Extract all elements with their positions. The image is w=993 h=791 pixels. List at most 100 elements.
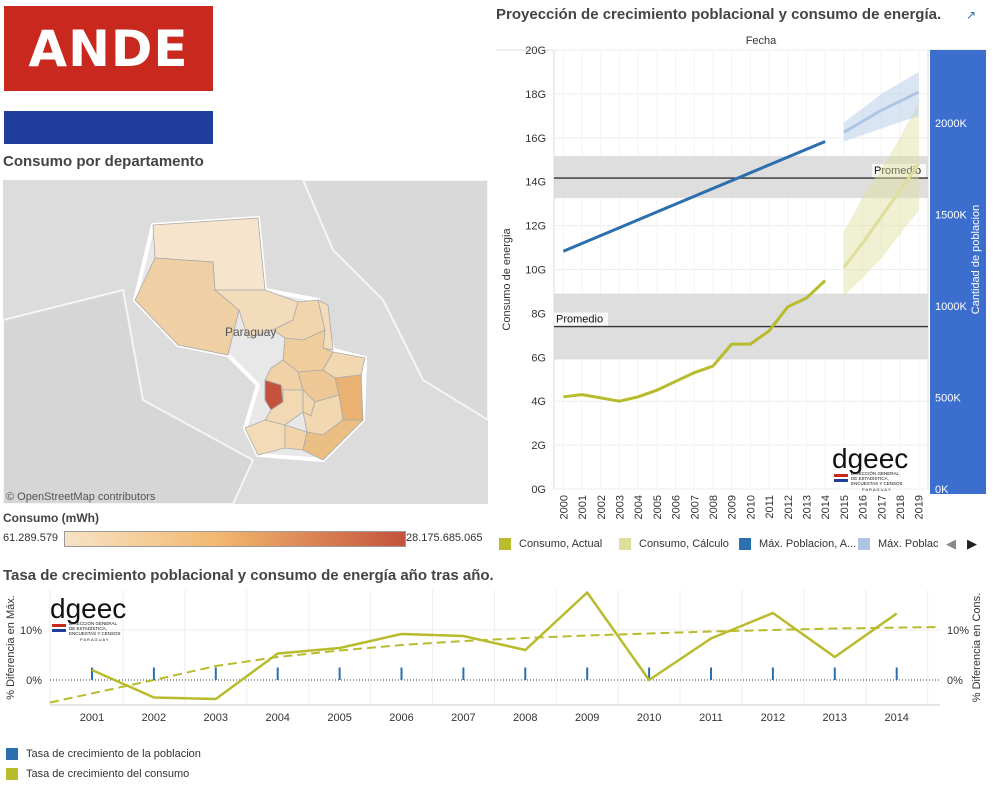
dgeec-logo-stripe [52, 624, 66, 627]
ande-logo: ANDE [4, 6, 213, 144]
y-tick-label: 10G [525, 265, 546, 277]
projection-title: Proyección de crecimiento poblacional y … [496, 6, 942, 23]
x-tick-label: 2019 [914, 495, 926, 519]
trend-line [49, 626, 941, 704]
x-tick-label: 2000 [558, 495, 570, 519]
legend-item-poblacion-proyeccion[interactable]: Máx. Poblac [858, 538, 938, 550]
y-tick-label: 18G [525, 89, 546, 101]
x-tick-label: 2001 [577, 495, 589, 519]
x-tick-label: 2006 [389, 712, 413, 724]
legend-item-consumo-calculo[interactable]: Consumo, Cálculo [619, 538, 729, 550]
plot-area [50, 590, 940, 705]
series-line [562, 140, 826, 253]
y2-tick-label: 500K [935, 393, 961, 405]
x-tick-label: 2010 [637, 712, 661, 724]
y-tick-label: 10% [20, 625, 42, 637]
x-tick-label: 2018 [895, 495, 907, 519]
x-tick-label: 2005 [327, 712, 351, 724]
x-tick-label: 2013 [801, 495, 813, 519]
y2-tick-label: 10% [947, 625, 969, 637]
x-axis-title: Fecha [746, 35, 777, 47]
y-axis-title: % Diferencia en Máx. [5, 595, 17, 700]
y-tick-label: 14G [525, 177, 546, 189]
y-tick-label: 0% [26, 675, 42, 687]
dgeec-logo-text: dgeec [50, 593, 126, 624]
legend-swatch [6, 768, 18, 780]
x-tick-label: 2016 [858, 495, 870, 519]
x-tick-label: 2002 [596, 495, 608, 519]
x-tick-label: 2009 [575, 712, 599, 724]
legend-label: Máx. Poblac [878, 538, 938, 550]
dept-amambay [317, 299, 334, 351]
x-tick-label: 2003 [614, 495, 626, 519]
dgeec-logo-text: dgeec [832, 443, 908, 474]
legend-swatch [499, 538, 511, 550]
dgeec-logo-line: P A R A G U A Y [862, 487, 891, 492]
x-tick-label: 2017 [876, 495, 888, 519]
legend-label: Máx. Poblacion, A... [759, 538, 857, 550]
x-tick-label: 2005 [652, 495, 664, 519]
department-map[interactable]: Paraguay © OpenStreetMap contributors [3, 180, 488, 504]
map-legend-max: 28.175.685.065 [406, 532, 483, 544]
map-legend-gradient [64, 531, 406, 547]
dgeec-logo-line: DIRECCIÓN GENERAL [69, 620, 118, 626]
dgeec-logo-stripe [834, 479, 848, 482]
dgeec-logo-line: DE ESTADÍSTICA, [851, 475, 889, 481]
dept-boqueron [134, 257, 240, 356]
x-tick-label: 2006 [671, 495, 683, 519]
y-axis-title: Consumo de energia [501, 228, 513, 331]
legend-item-poblacion-actual[interactable]: Máx. Poblacion, A... [739, 538, 856, 550]
forecast-band [843, 71, 919, 142]
reference-label-bg [554, 312, 608, 326]
y-tick-label: 8G [531, 308, 546, 320]
y2-tick-label: 0% [947, 675, 963, 687]
x-tick-label: 2004 [633, 495, 645, 519]
dgeec-logo-stripe [834, 474, 848, 477]
legend-label: Tasa de crecimiento del consumo [26, 768, 190, 780]
series-line [843, 90, 920, 134]
y2-tick-label: 1000K [935, 301, 967, 313]
external-link-icon[interactable]: ↗ [966, 8, 977, 22]
x-tick-label: 2014 [884, 712, 908, 724]
x-tick-label: 2002 [142, 712, 166, 724]
legend-label: Consumo, Actual [519, 538, 603, 550]
x-tick-label: 2003 [204, 712, 228, 724]
y2-tick-label: 0K [935, 484, 949, 496]
consumption-line [91, 591, 898, 701]
y-tick-label: 6G [531, 352, 546, 364]
legend-swatch [6, 748, 18, 760]
dgeec-logo-line: ENCUESTAS Y CENSOS [69, 631, 121, 636]
growth-chart[interactable]: 0%10%0%10%% Diferencia en Máx.% Diferenc… [0, 588, 993, 733]
map-country-label: Paraguay [225, 325, 276, 339]
legend-prev-icon[interactable]: ◀ [946, 536, 956, 551]
dgeec-logo-line: DE ESTADÍSTICA, [69, 625, 107, 631]
x-tick-label: 2013 [823, 712, 847, 724]
x-tick-label: 2008 [513, 712, 537, 724]
map-title: Consumo por departamento [3, 153, 204, 170]
y-tick-label: 0G [531, 484, 546, 496]
x-tick-label: 2001 [80, 712, 104, 724]
projection-chart[interactable]: Fecha 0G 2G 4G 6G 8G 10G 12G 14G 16G 18G 20G Consumo… [496, 24, 993, 532]
x-tick-label: 2007 [451, 712, 475, 724]
y-tick-label: 4G [531, 396, 546, 408]
y2-tick-label: 1500K [935, 210, 967, 222]
x-tick-label: 2008 [708, 495, 720, 519]
legend-label: Tasa de crecimiento de la poblacion [26, 748, 201, 760]
map-attribution: © OpenStreetMap contributors [6, 491, 156, 503]
map-legend-min: 61.289.579 [3, 532, 59, 544]
y-tick-label: 20G [525, 45, 546, 57]
x-tick-label: 2012 [783, 495, 795, 519]
legend-swatch [739, 538, 751, 550]
y-tick-label: 16G [525, 133, 546, 145]
legend-label: Consumo, Cálculo [639, 538, 729, 550]
legend-item-tasa-consumo[interactable]: Tasa de crecimiento del consumo [6, 768, 189, 780]
legend-item-tasa-poblacion[interactable]: Tasa de crecimiento de la poblacion [6, 748, 201, 760]
legend-item-consumo-actual[interactable]: Consumo, Actual [499, 538, 602, 550]
x-tick-label: 2015 [839, 495, 851, 519]
series-line [563, 279, 827, 403]
reference-label: Promedio [556, 314, 603, 326]
ande-logo-text: ANDE [28, 20, 189, 78]
dgeec-logo-line: P A R A G U A Y [80, 637, 109, 642]
legend-next-icon[interactable]: ▶ [967, 536, 977, 551]
dgeec-logo-stripe [52, 629, 66, 632]
